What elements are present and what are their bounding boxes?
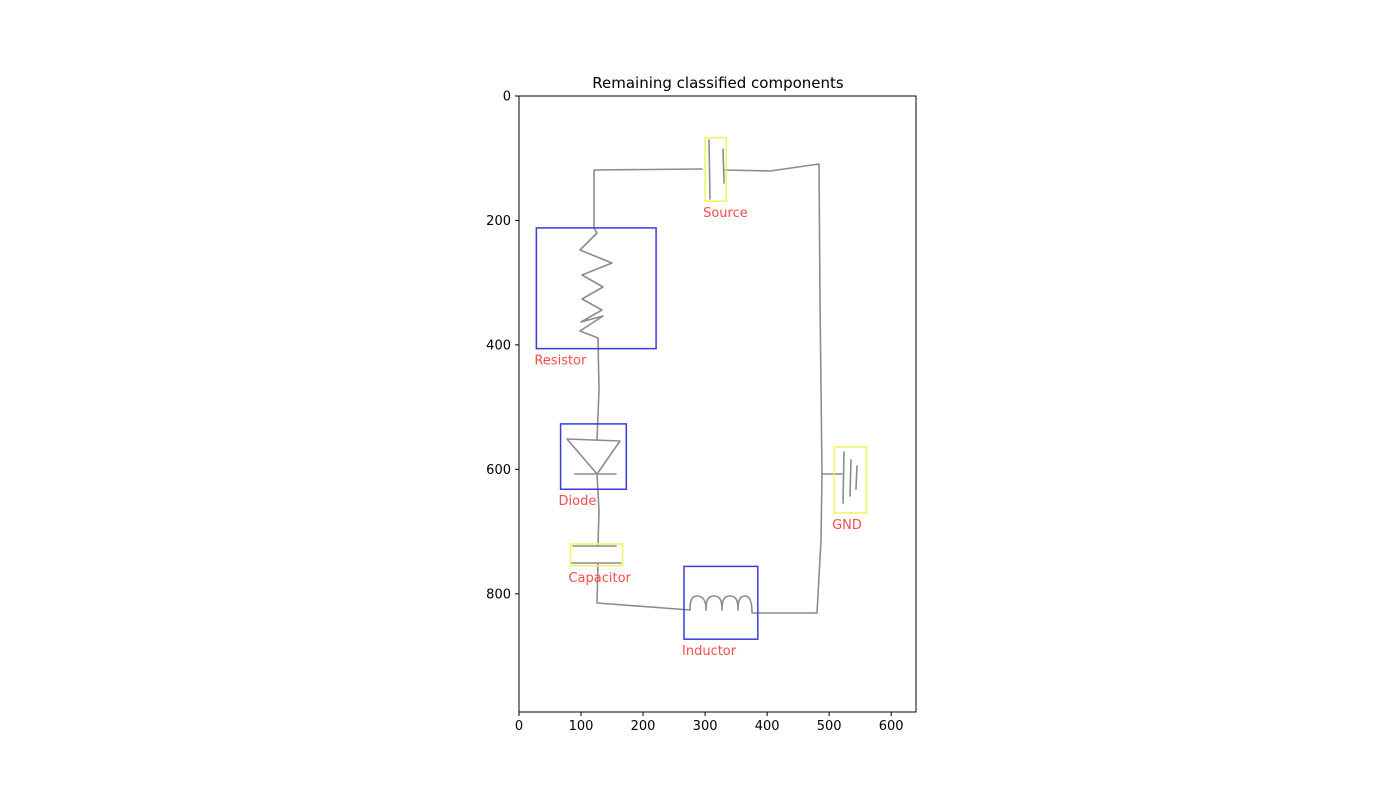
- source-label: Source: [703, 206, 748, 221]
- hand-drawn-circuit: [566, 139, 858, 614]
- circuit-wire-cap-bottom: [596, 562, 691, 611]
- capacitor-bounding-box: [569, 543, 624, 567]
- diode-label: Diode: [559, 494, 597, 509]
- inductor-coil: [689, 595, 816, 614]
- gnd-bounding-box: [833, 446, 868, 514]
- plot-frame: [518, 95, 917, 713]
- y-tick-label: 400: [486, 338, 511, 353]
- gnd-plate-3: [855, 465, 858, 490]
- resistor-bounding-box: [535, 227, 657, 350]
- x-tick-label: 200: [631, 719, 656, 734]
- diode-triangle: [566, 438, 621, 475]
- resistor-label: Resistor: [534, 354, 587, 369]
- x-tick-label: 400: [755, 719, 780, 734]
- source-long-plate: [708, 139, 711, 200]
- x-tick-label: 0: [515, 719, 523, 734]
- x-tick-label: 100: [569, 719, 594, 734]
- diode-bounding-box: [559, 423, 628, 490]
- x-axis-ticks: 0 100 200 300 400 500 600: [515, 712, 904, 734]
- gnd-plate-2: [849, 459, 852, 497]
- component-boxes: Source Resistor Diode Capacitor Inductor GND: [534, 136, 868, 659]
- inductor-bounding-box: [683, 565, 759, 640]
- y-axis-ticks: 0 200 400 600 800: [486, 90, 519, 602]
- y-tick-label: 800: [486, 587, 511, 602]
- plot-title: Remaining classified components: [592, 74, 844, 92]
- y-tick-label: 600: [486, 463, 511, 478]
- circuit-wire-top-left: [593, 168, 703, 229]
- x-tick-label: 300: [693, 719, 718, 734]
- x-tick-label: 600: [879, 719, 904, 734]
- source-short-plate: [722, 148, 725, 184]
- circuit-wire-top-right: [723, 163, 823, 614]
- source-bounding-box: [704, 136, 727, 202]
- y-tick-label: 200: [486, 214, 511, 229]
- inductor-label: Inductor: [682, 644, 737, 659]
- x-tick-label: 500: [817, 719, 842, 734]
- circuit-wire-diode-cap: [596, 473, 600, 547]
- gnd-label: GND: [832, 518, 862, 533]
- y-tick-label: 0: [503, 90, 511, 105]
- gnd-plate-1: [842, 451, 845, 504]
- resistor-zigzag: [579, 227, 613, 339]
- capacitor-label: Capacitor: [568, 571, 631, 586]
